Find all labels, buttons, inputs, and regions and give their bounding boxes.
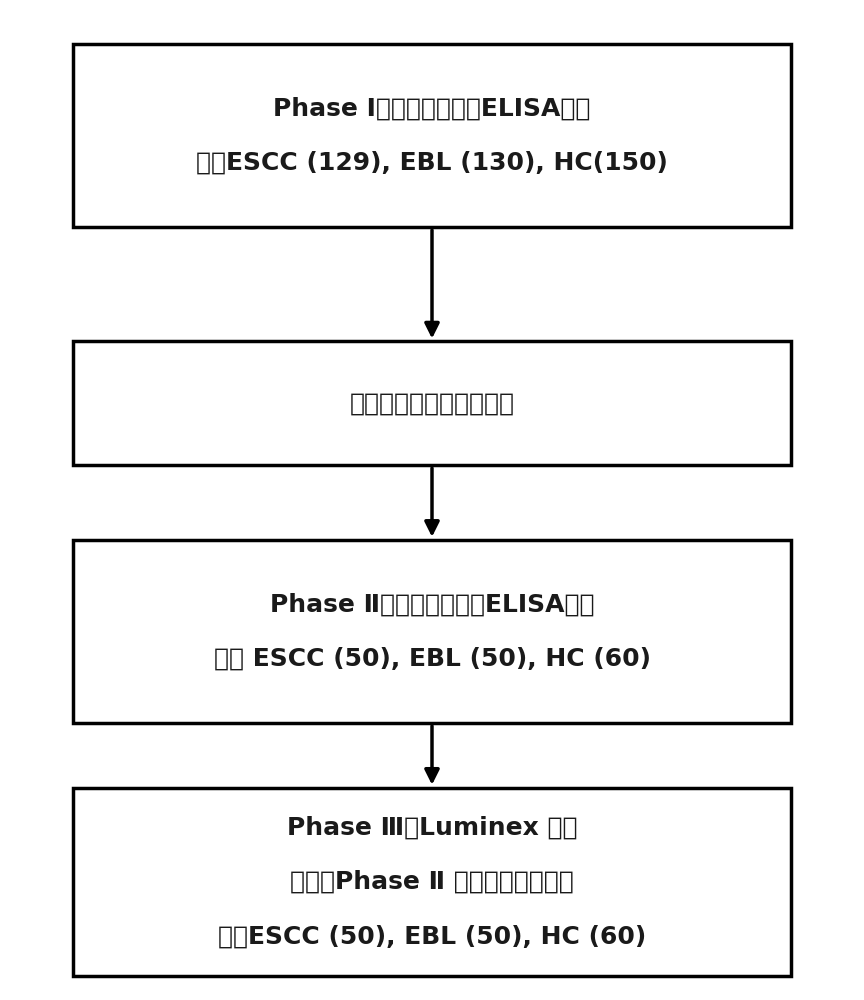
Text: 建立自身抗体的组合模型: 建立自身抗体的组合模型 bbox=[350, 391, 514, 415]
Text: 早期ESCC (129), EBL (130), HC(150): 早期ESCC (129), EBL (130), HC(150) bbox=[196, 151, 668, 175]
FancyBboxPatch shape bbox=[73, 788, 791, 976]
Text: 早期 ESCC (50), EBL (50), HC (60): 早期 ESCC (50), EBL (50), HC (60) bbox=[213, 647, 651, 671]
FancyBboxPatch shape bbox=[73, 44, 791, 227]
Text: 早期ESCC (50), EBL (50), HC (60): 早期ESCC (50), EBL (50), HC (60) bbox=[218, 924, 646, 948]
Text: Phase Ⅲ：Luminex 转化: Phase Ⅲ：Luminex 转化 bbox=[287, 815, 577, 839]
Text: Phase Ⅱ：验证集验证（ELISA法）: Phase Ⅱ：验证集验证（ELISA法） bbox=[270, 592, 594, 616]
Text: 使用与Phase Ⅱ 相同的验证集样本: 使用与Phase Ⅱ 相同的验证集样本 bbox=[290, 870, 574, 894]
FancyBboxPatch shape bbox=[73, 540, 791, 723]
FancyBboxPatch shape bbox=[73, 341, 791, 465]
Text: Phase Ⅰ：训练集发现（ELISA法）: Phase Ⅰ：训练集发现（ELISA法） bbox=[273, 96, 591, 120]
